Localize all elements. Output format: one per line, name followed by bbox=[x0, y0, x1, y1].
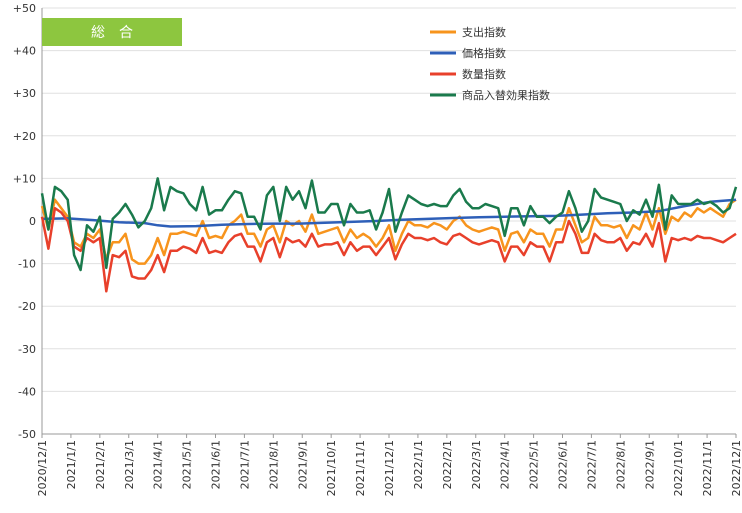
x-tick-label: 2021/10/1 bbox=[325, 440, 338, 496]
x-tick-label: 2022/1/1 bbox=[412, 440, 425, 489]
x-axis: 2020/12/1 2021/1/1 2021/2/1 2021/3/1 2021/4/… bbox=[36, 433, 742, 496]
y-tick-label: -50 bbox=[18, 428, 36, 441]
x-tick-label: 2021/7/1 bbox=[238, 440, 251, 489]
x-tick-label: 2021/11/1 bbox=[354, 440, 367, 496]
series-line-4 bbox=[40, 177, 738, 272]
panel-label: 総 合 bbox=[42, 18, 182, 46]
x-tick-label: 2021/5/1 bbox=[181, 440, 194, 489]
y-tick-label: +10 bbox=[13, 172, 36, 185]
legend-label: 商品入替効果指数 bbox=[462, 88, 550, 102]
y-tick-label: +50 bbox=[13, 2, 36, 15]
series-lines bbox=[40, 177, 738, 293]
y-tick-label: 0 bbox=[29, 215, 36, 228]
x-tick-label: 2022/10/1 bbox=[672, 440, 685, 496]
x-tick-label: 2021/1/1 bbox=[65, 440, 78, 489]
series-line-1 bbox=[40, 198, 737, 265]
x-tick-label: 2022/2/1 bbox=[441, 440, 454, 489]
x-tick-label: 2022/5/1 bbox=[528, 440, 541, 489]
y-axis: +50 +40 +30 +20 +10 0 -10 -20 -30 -40 -50 bbox=[13, 2, 43, 441]
x-tick-label: 2022/8/1 bbox=[614, 440, 627, 489]
x-tick-label: 2021/9/1 bbox=[296, 440, 309, 489]
x-tick-label: 2021/3/1 bbox=[123, 440, 136, 489]
legend-label: 数量指数 bbox=[462, 67, 506, 81]
x-tick-label: 2021/12/1 bbox=[383, 440, 396, 496]
x-tick-label: 2022/6/1 bbox=[557, 440, 570, 489]
y-tick-label: -30 bbox=[18, 343, 36, 356]
x-tick-label: 2022/3/1 bbox=[470, 440, 483, 489]
x-tick-label: 2021/2/1 bbox=[94, 440, 107, 489]
series-line-3 bbox=[40, 206, 737, 293]
x-tick-label: 2022/11/1 bbox=[701, 440, 714, 496]
y-tick-label: -40 bbox=[18, 385, 36, 398]
y-tick-label: +40 bbox=[13, 45, 36, 58]
panel-label-background bbox=[42, 18, 182, 46]
legend-label: 支出指数 bbox=[462, 25, 506, 39]
y-tick-label: +20 bbox=[13, 130, 36, 143]
x-tick-label: 2021/6/1 bbox=[210, 440, 223, 489]
x-tick-label: 2022/12/1 bbox=[730, 440, 742, 496]
legend-label: 価格指数 bbox=[462, 46, 506, 60]
x-tick-label: 2020/12/1 bbox=[36, 440, 49, 496]
panel-label-text: 総 合 bbox=[91, 25, 133, 41]
x-tick-label: 2022/4/1 bbox=[499, 440, 512, 489]
y-tick-label: -20 bbox=[18, 300, 36, 313]
x-tick-label: 2021/8/1 bbox=[267, 440, 280, 489]
x-tick-label: 2022/7/1 bbox=[585, 440, 598, 489]
y-tick-label: +30 bbox=[13, 87, 36, 100]
x-tick-label: 2022/9/1 bbox=[643, 440, 656, 489]
y-tick-label: -10 bbox=[18, 258, 36, 271]
series-line-2 bbox=[41, 198, 737, 228]
x-tick-label: 2021/4/1 bbox=[152, 440, 165, 489]
